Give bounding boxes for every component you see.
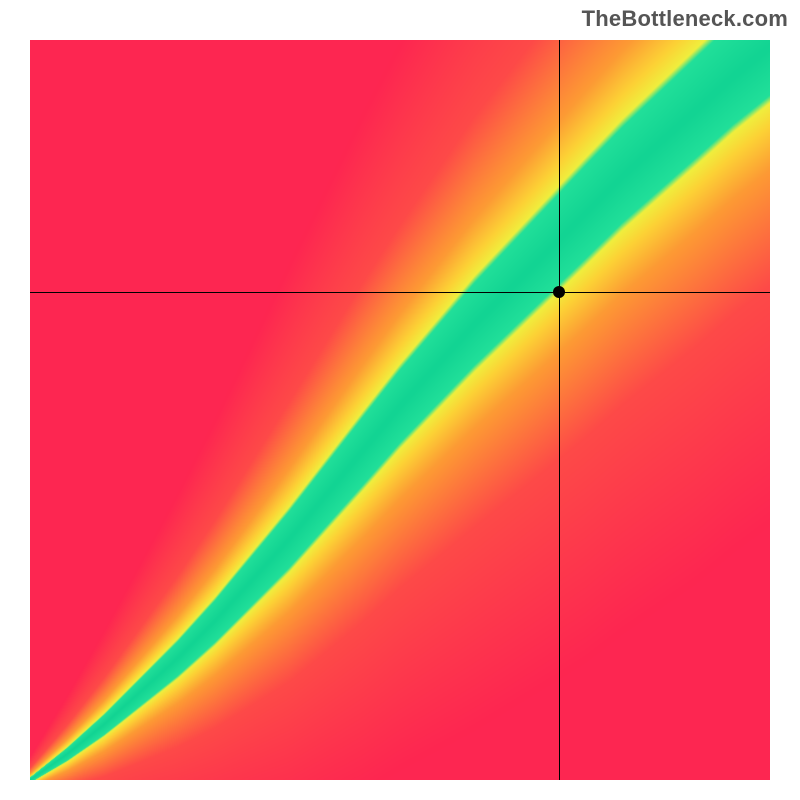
crosshair-horizontal xyxy=(30,292,770,293)
heatmap-plot xyxy=(30,40,770,780)
crosshair-vertical xyxy=(559,40,560,780)
crosshair-marker xyxy=(553,286,565,298)
heatmap-canvas xyxy=(30,40,770,780)
watermark-text: TheBottleneck.com xyxy=(582,6,788,32)
